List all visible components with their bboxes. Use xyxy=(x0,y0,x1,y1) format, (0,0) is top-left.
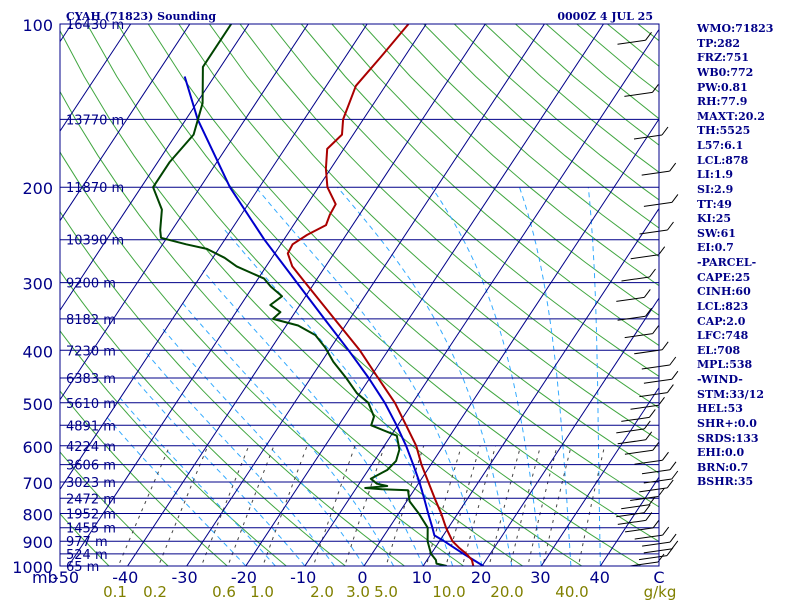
pressure-tick-label: 600 xyxy=(22,438,53,457)
mixing-ratio-tick-label: 2.0 xyxy=(310,583,334,600)
height-label: 7230 m xyxy=(66,344,116,359)
stat-item: BRN:0.7 xyxy=(697,461,800,476)
stat-item: EI:0.7 xyxy=(697,241,800,256)
stat-item: KI:25 xyxy=(697,212,800,227)
pressure-tick-label: 100 xyxy=(22,16,53,35)
stat-item: WB0:772 xyxy=(697,66,800,81)
stat-item: EL:708 xyxy=(697,344,800,359)
pressure-tick-label: 900 xyxy=(22,533,53,552)
stat-item: MAXT:20.2 xyxy=(697,110,800,125)
wind-barb-flag xyxy=(670,163,676,171)
stat-item: CINH:60 xyxy=(697,285,800,300)
stat-item: SW:61 xyxy=(697,227,800,242)
wind-barb-flag xyxy=(662,342,668,350)
wind-barb-flag xyxy=(672,371,678,379)
wind-barb-flag xyxy=(670,534,676,542)
stat-item: LCL:823 xyxy=(697,300,800,315)
mixing-ratio-tick-label: 10.0 xyxy=(432,583,465,600)
height-label: 8182 m xyxy=(66,313,116,328)
stat-item: STM:33/12 xyxy=(697,388,800,403)
mixing-ratio-tick-label: 0.1 xyxy=(103,583,127,600)
height-label: 6383 m xyxy=(66,372,116,387)
wind-barb-flag xyxy=(670,357,676,365)
mixing-ratio-tick-label: 0.6 xyxy=(212,583,236,600)
stat-item: LCL:878 xyxy=(697,154,800,169)
mixing-ratio-tick-label: 5.0 xyxy=(374,583,398,600)
stat-item: LI:1.9 xyxy=(697,168,800,183)
stat-item: HEL:53 xyxy=(697,402,800,417)
stat-item: CAPE:25 xyxy=(697,271,800,286)
wind-barb-flag xyxy=(672,541,678,549)
isotherm xyxy=(0,12,21,589)
height-label: 5610 m xyxy=(66,397,116,412)
temperature-tick-label: 10 xyxy=(412,568,432,587)
wind-barb-flag xyxy=(663,527,669,535)
stat-item: RH:77.9 xyxy=(697,95,800,110)
chart-datetime: 0000Z 4 JUL 25 xyxy=(557,10,653,23)
mixing-ratio-tick-label: g/kg xyxy=(644,583,677,600)
height-label: 11870 m xyxy=(66,181,124,196)
plot-background xyxy=(60,24,659,566)
height-label: 3023 m xyxy=(66,476,116,491)
stat-item: BSHR:35 xyxy=(697,475,800,490)
stat-item: SRDS:133 xyxy=(697,432,800,447)
wind-barb-flag xyxy=(668,222,674,230)
temperature-tick-label: -50 xyxy=(53,568,79,587)
pressure-tick-label: 800 xyxy=(22,506,53,525)
height-label: 3606 m xyxy=(66,459,116,474)
stat-item: TP:282 xyxy=(697,37,800,52)
stat-item: CAP:2.0 xyxy=(697,315,800,330)
wind-barb-flag xyxy=(670,462,676,470)
height-label: 2472 m xyxy=(66,492,116,507)
pressure-tick-label: 700 xyxy=(22,474,53,493)
chart-title: CYAH (71823) Sounding xyxy=(66,10,216,23)
height-label: 4224 m xyxy=(66,440,116,455)
height-label: 1952 m xyxy=(66,508,116,523)
temperature-tick-label: 40 xyxy=(590,568,610,587)
stat-item: FRZ:751 xyxy=(697,51,800,66)
mixing-ratio-tick-label: 0.2 xyxy=(143,583,167,600)
stat-item: SI:2.9 xyxy=(697,183,800,198)
pressure-tick-label: 300 xyxy=(22,275,53,294)
stat-item: LFC:748 xyxy=(697,329,800,344)
pressure-tick-label: 500 xyxy=(22,395,53,414)
wind-barb-flag xyxy=(659,247,665,255)
stat-item: WMO:71823 xyxy=(697,22,800,37)
wind-barb-flag xyxy=(672,194,678,202)
wind-barb-flag xyxy=(663,452,669,460)
stat-item: -PARCEL- xyxy=(697,256,800,271)
stat-item: L57:6.1 xyxy=(697,139,800,154)
height-label: 13770 m xyxy=(66,113,124,128)
stat-item: SHR+:0.0 xyxy=(697,417,800,432)
stat-item: EHI:0.0 xyxy=(697,446,800,461)
mixing-ratio-tick-label: 1.0 xyxy=(250,583,274,600)
pressure-tick-label: 200 xyxy=(22,179,53,198)
wind-barb-flag xyxy=(667,480,673,488)
height-label: 9200 m xyxy=(66,277,116,292)
stat-item: TH:5525 xyxy=(697,124,800,139)
stat-item: MPL:538 xyxy=(697,358,800,373)
wind-barb-flag xyxy=(667,385,673,393)
stat-item: TT:49 xyxy=(697,198,800,213)
height-label: 4891 m xyxy=(66,419,116,434)
temperature-tick-label: 30 xyxy=(530,568,550,587)
temperature-tick-label: -30 xyxy=(172,568,198,587)
height-label: 10390 m xyxy=(66,234,124,249)
stat-item: -WIND- xyxy=(697,373,800,388)
stat-item: PW:0.81 xyxy=(697,81,800,96)
mixing-ratio-tick-label: 20.0 xyxy=(490,583,523,600)
pressure-tick-label: 400 xyxy=(22,342,53,361)
mixing-ratio-tick-label: 40.0 xyxy=(555,583,588,600)
wind-barb-flag xyxy=(672,471,678,479)
wind-barb-flag xyxy=(662,127,668,135)
temperature-tick-label: 20 xyxy=(471,568,491,587)
mixing-ratio-tick-label: 3.0 xyxy=(346,583,370,600)
